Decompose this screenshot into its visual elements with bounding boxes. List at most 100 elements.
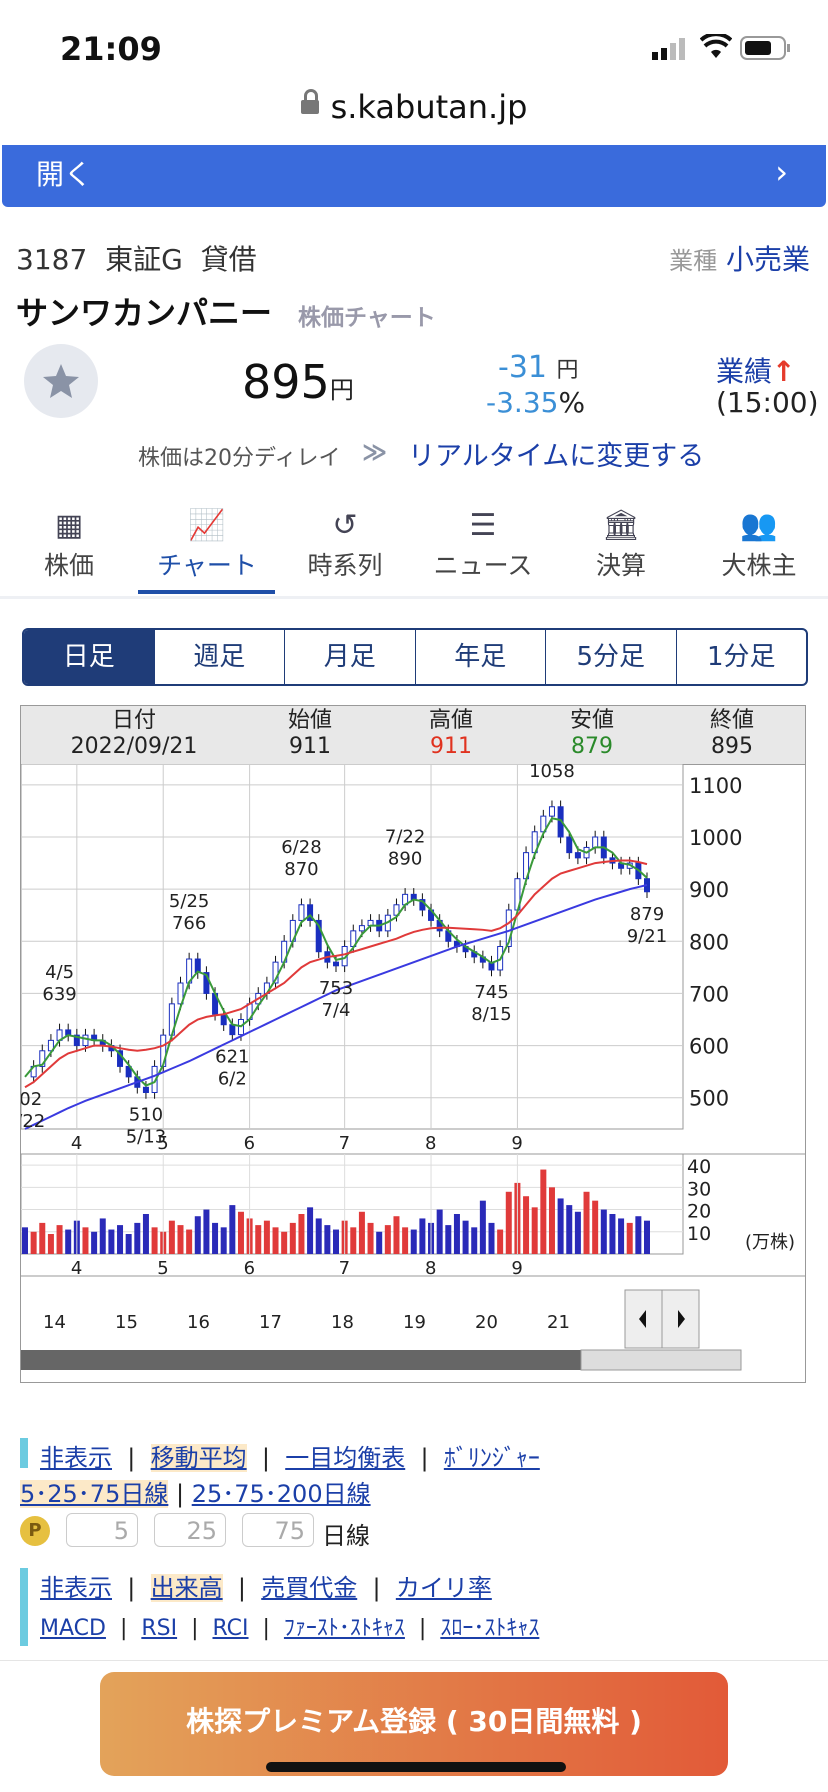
y-tick-label: 700	[689, 982, 729, 1006]
ohlc-date: 日付 2022/09/21	[70, 708, 198, 759]
period-tab[interactable]: 1分足	[675, 630, 807, 684]
chart-annotation: 621	[215, 1047, 249, 1068]
x-tick-label: 9	[511, 1258, 522, 1279]
volume-unit: (万株)	[745, 1232, 795, 1253]
volume-bar	[298, 1214, 305, 1254]
change-pct-value: -3.35	[486, 386, 559, 419]
ma-set-5-25-75[interactable]: 5･25･75日線	[20, 1480, 169, 1508]
volume-bar	[497, 1229, 504, 1254]
navigator-label: 19	[403, 1312, 426, 1333]
bollinger-link[interactable]: ﾎﾞﾘﾝｼﾞｬｰ	[443, 1444, 540, 1472]
candle	[203, 972, 210, 994]
sub-hide-link[interactable]: 非表示	[40, 1574, 112, 1602]
change-value: -31	[498, 350, 547, 385]
period-tab[interactable]: 年足	[414, 630, 546, 684]
navigator-label: 15	[115, 1312, 138, 1333]
macd-link[interactable]: MACD	[40, 1616, 106, 1641]
favorite-button[interactable]	[24, 344, 98, 418]
volume-bar	[117, 1225, 124, 1254]
chart-annotation: 870	[284, 859, 318, 880]
volume-bar	[471, 1227, 478, 1254]
volume-bar	[56, 1225, 63, 1254]
kairi-link[interactable]: カイリ率	[395, 1574, 492, 1602]
navigator-label: 20	[475, 1312, 498, 1333]
ma-period-1[interactable]: 5	[66, 1513, 138, 1547]
address-bar[interactable]: s.kabutan.jp	[0, 88, 828, 126]
navigator-label: 21	[547, 1312, 570, 1333]
tab-bank[interactable]: 🏛 決算	[552, 508, 690, 582]
volume-bar	[445, 1225, 452, 1254]
fast-stoch-link[interactable]: ﾌｧｰｽﾄ･ｽﾄｷｬｽ	[283, 1616, 405, 1641]
volume-bar	[644, 1220, 650, 1254]
chart-icon: 📈	[188, 508, 226, 543]
period-tab[interactable]: 日足	[24, 630, 154, 684]
volume-link[interactable]: 出来高	[150, 1574, 223, 1602]
chart-annotation: 510	[129, 1105, 163, 1126]
x-tick-label: 5	[157, 1258, 168, 1279]
volume-tick-label: 20	[687, 1201, 711, 1223]
trade-value-link[interactable]: 売買代金	[261, 1574, 358, 1602]
ichimoku-link[interactable]: 一目均衡表	[285, 1444, 406, 1472]
open-banner[interactable]: 開く ›	[2, 145, 826, 207]
results-link[interactable]: 業績↑	[716, 350, 795, 390]
volume-bar	[626, 1222, 633, 1254]
building-icon: ▦	[54, 508, 84, 543]
ohlc-high: 高値 911	[428, 708, 473, 759]
rsi-link[interactable]: RSI	[141, 1616, 178, 1641]
tab-building[interactable]: ▦ 株価	[0, 508, 138, 582]
ma-period-3[interactable]: 75	[242, 1513, 314, 1547]
navigator-label: 17	[259, 1312, 282, 1333]
candle	[125, 1065, 132, 1078]
ma-hide-link[interactable]: 非表示	[40, 1444, 112, 1472]
navigator-track	[21, 1350, 581, 1370]
volume-bar	[142, 1214, 149, 1254]
current-price: 895円	[242, 355, 354, 409]
volume-bar	[574, 1211, 581, 1254]
ma-period-2[interactable]: 25	[154, 1513, 226, 1547]
volume-bar	[410, 1229, 417, 1254]
volume-bar	[548, 1187, 555, 1254]
volume-bar	[583, 1191, 590, 1254]
premium-signup-button[interactable]: 株探プレミアム登録 ( 30日間無料 )	[100, 1672, 728, 1776]
x-tick-label: 6	[244, 1258, 255, 1279]
period-tabs: 日足 週足 月足 年足 5分足 1分足	[22, 628, 808, 686]
chart-panel: 日付 2022/09/21 始値 911 高値 911 安値 879 終値 895 110…	[20, 705, 806, 1383]
volume-bar	[177, 1225, 184, 1254]
tab-users[interactable]: 👥 大株主	[690, 508, 828, 582]
rci-link[interactable]: RCI	[212, 1616, 249, 1641]
volume-bar	[82, 1227, 89, 1254]
realtime-link[interactable]: リアルタイムに変更する	[408, 441, 705, 472]
volume-bar	[220, 1227, 227, 1254]
volume-bar	[540, 1169, 547, 1254]
price-chart[interactable]: 110010009008007006005004567895023/224/56…	[21, 764, 805, 1382]
period-tab[interactable]: 週足	[153, 630, 285, 684]
x-tick-label: 6	[244, 1133, 255, 1154]
ma-link[interactable]: 移動平均	[150, 1444, 247, 1472]
y-tick-label: 1000	[689, 826, 742, 850]
tab-history[interactable]: ↺ 時系列	[276, 508, 414, 582]
tab-chart[interactable]: 📈 チャート	[138, 508, 276, 582]
stock-market: 東証G	[105, 243, 183, 276]
candle	[592, 836, 599, 848]
candle	[574, 852, 581, 859]
chart-annotation: 5/25	[169, 891, 209, 912]
chart-annotation: 3/22	[21, 1111, 45, 1132]
slow-stoch-link[interactable]: ｽﾛｰ･ｽﾄｷｬｽ	[440, 1616, 540, 1641]
navigator-label: 18	[331, 1312, 354, 1333]
period-tab[interactable]: 5分足	[545, 630, 676, 684]
price-value: 895	[242, 355, 330, 409]
chart-annotation: 4/5	[45, 962, 74, 983]
tab-news[interactable]: ☰ ニュース	[414, 508, 552, 582]
ohlc-open: 始値 911	[287, 708, 332, 759]
arrow-up-icon: ↑	[772, 355, 796, 388]
period-tab[interactable]: 月足	[284, 630, 415, 684]
home-indicator	[266, 1762, 566, 1772]
ma-set-25-75-200[interactable]: 25･75･200日線	[191, 1480, 371, 1508]
candle	[548, 806, 555, 817]
candle	[47, 1039, 54, 1052]
candle	[566, 836, 573, 854]
sector-link[interactable]: 小売業	[725, 243, 810, 276]
chart-annotation: 753	[319, 978, 353, 999]
candle	[307, 904, 314, 921]
volume-bar	[376, 1231, 383, 1254]
